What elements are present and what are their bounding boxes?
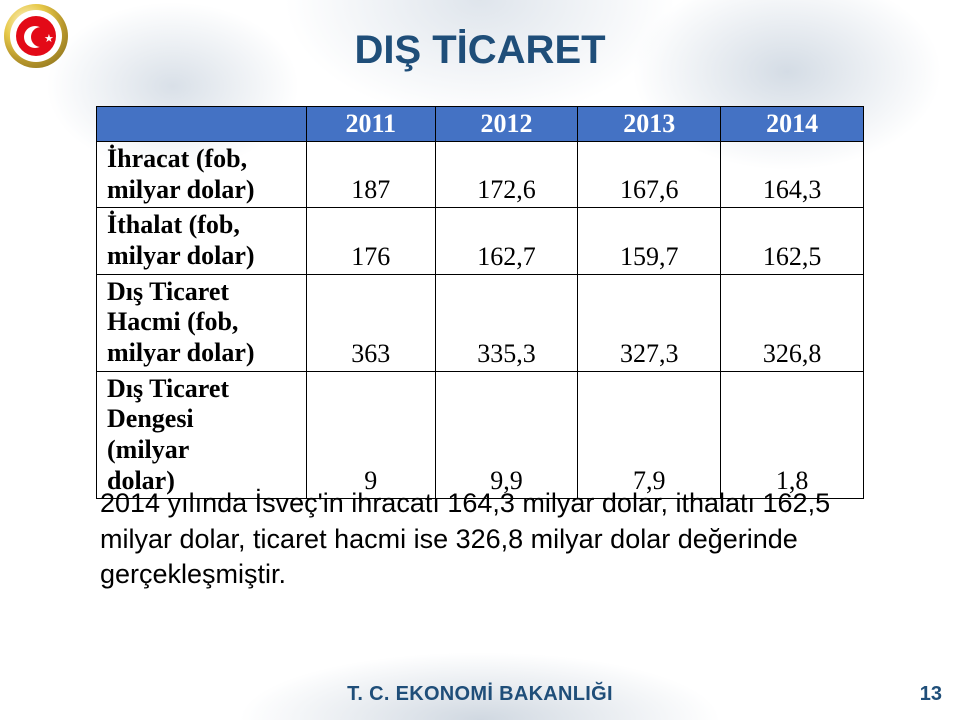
header-year: 2011 [307, 107, 436, 142]
cell-value: 176 [307, 208, 436, 274]
cell-value: 9,9 [435, 371, 578, 499]
cell-value: 172,6 [435, 142, 578, 208]
cell-value: 326,8 [721, 274, 864, 371]
table-header-row: 2011 2012 2013 2014 [97, 107, 864, 142]
seal-emblem: ★ [4, 4, 68, 68]
table-row: Dış Ticaret Dengesi (milyar dolar) 9 9,9… [97, 371, 864, 499]
footer-text: T. C. EKONOMİ BAKANLIĞI [347, 683, 613, 705]
table-row: İthalat (fob, milyar dolar) 176 162,7 15… [97, 208, 864, 274]
row-label: Dış Ticaret Dengesi (milyar dolar) [97, 371, 307, 499]
row-label: Dış Ticaret Hacmi (fob, milyar dolar) [97, 274, 307, 371]
cell-value: 187 [307, 142, 436, 208]
cell-value: 1,8 [721, 371, 864, 499]
cell-value: 327,3 [578, 274, 721, 371]
cell-value: 363 [307, 274, 436, 371]
footer: T. C. EKONOMİ BAKANLIĞI [0, 683, 960, 706]
header-corner [97, 107, 307, 142]
cell-value: 167,6 [578, 142, 721, 208]
cell-value: 9 [307, 371, 436, 499]
page-number: 13 [920, 683, 942, 706]
table-row: İhracat (fob, milyar dolar) 187 172,6 16… [97, 142, 864, 208]
cell-value: 159,7 [578, 208, 721, 274]
row-label: İthalat (fob, milyar dolar) [97, 208, 307, 274]
header-year: 2013 [578, 107, 721, 142]
cell-value: 162,7 [435, 208, 578, 274]
header-year: 2014 [721, 107, 864, 142]
trade-table: 2011 2012 2013 2014 İhracat (fob, milyar… [96, 106, 864, 499]
table-row: Dış Ticaret Hacmi (fob, milyar dolar) 36… [97, 274, 864, 371]
description-text: 2014 yılında İsveç'in ihracatı 164,3 mil… [100, 486, 860, 593]
page-title: DIŞ TİCARET [0, 28, 960, 73]
cell-value: 7,9 [578, 371, 721, 499]
row-label: İhracat (fob, milyar dolar) [97, 142, 307, 208]
cell-value: 162,5 [721, 208, 864, 274]
cell-value: 164,3 [721, 142, 864, 208]
header-year: 2012 [435, 107, 578, 142]
cell-value: 335,3 [435, 274, 578, 371]
